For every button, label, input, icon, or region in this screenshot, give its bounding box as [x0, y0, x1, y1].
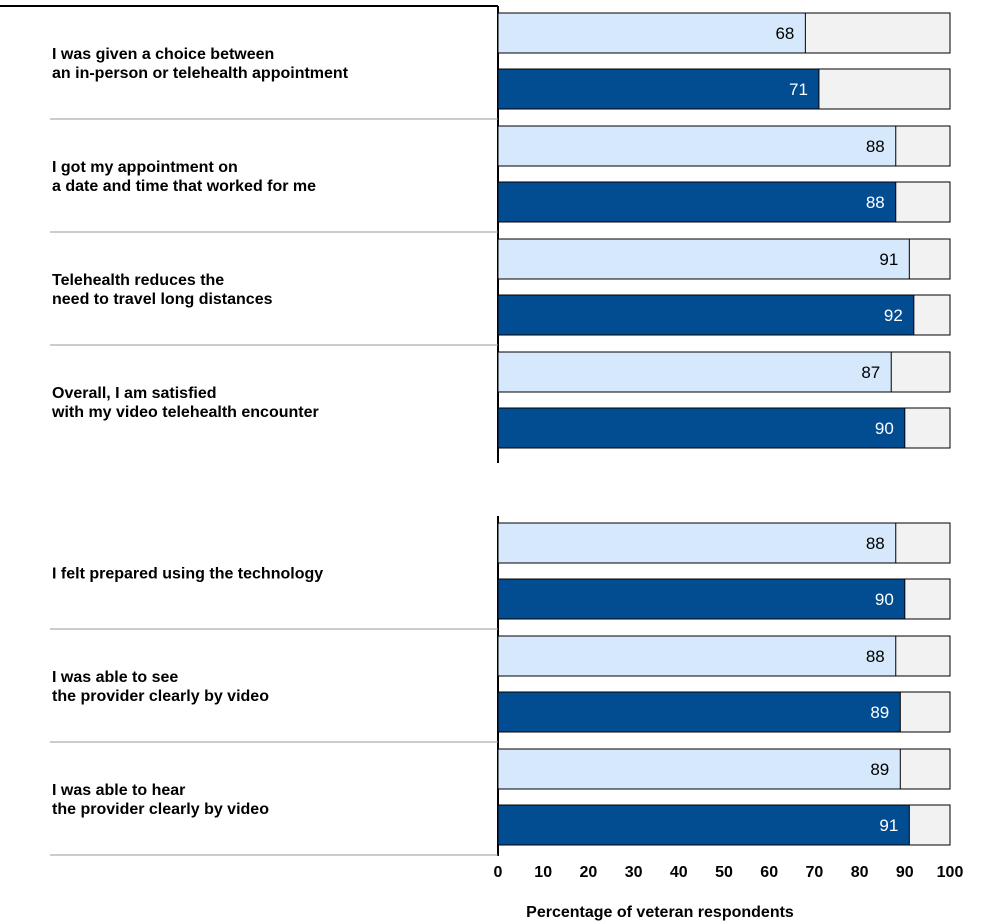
- bar-value-label: 88: [866, 534, 885, 553]
- x-axis-label: Percentage of veteran respondents: [526, 904, 794, 921]
- bar-dark: [497, 691, 901, 733]
- question-label: Overall, I am satisfied with my video tel…: [51, 385, 319, 421]
- bar-value-label: 71: [789, 80, 808, 99]
- question-label-line: the provider clearly by video: [52, 688, 269, 705]
- x-tick-label: 40: [670, 864, 688, 881]
- bar-dark: [497, 804, 910, 846]
- bar-value-label: 68: [775, 24, 794, 43]
- bar-light: [497, 238, 910, 280]
- bar-value-label: 90: [875, 419, 894, 438]
- bar-value-label: 88: [866, 193, 885, 212]
- bar-value-label: 92: [884, 306, 903, 325]
- question-label: I was able to hear the provider clearly b…: [52, 782, 269, 818]
- bar-value-label: 91: [879, 816, 898, 835]
- question-label-line: need to travel long distances: [52, 291, 273, 308]
- bar-value-label: 89: [870, 703, 889, 722]
- x-tick-label: 30: [625, 864, 643, 881]
- bar-light: [497, 351, 892, 393]
- question-label-line: Telehealth reduces the: [52, 272, 224, 289]
- bar-dark: [497, 294, 915, 336]
- question-label: I felt prepared using the technology: [52, 566, 323, 583]
- question-label-line: I was able to hear: [52, 782, 185, 799]
- question-label: I was able to see the provider clearly by…: [52, 669, 269, 705]
- bar-value-label: 87: [861, 363, 880, 382]
- x-tick-label: 0: [494, 864, 503, 881]
- question-label-line: the provider clearly by video: [52, 801, 269, 818]
- x-tick-label: 70: [806, 864, 824, 881]
- x-tick-label: 10: [534, 864, 552, 881]
- x-tick-label: 90: [896, 864, 914, 881]
- bar-light: [497, 748, 901, 790]
- bar-value-label: 89: [870, 760, 889, 779]
- x-tick-label: 80: [851, 864, 869, 881]
- question-label: I was given a choice between an in-person…: [52, 46, 349, 82]
- x-tick-label: 50: [715, 864, 733, 881]
- question-label-line: with my video telehealth encounter: [51, 404, 319, 421]
- question-label-line: an in-person or telehealth appointment: [52, 65, 349, 82]
- bar-dark: [497, 181, 897, 223]
- question-label: I got my appointment on a date and time t…: [52, 159, 316, 195]
- question-label: Telehealth reduces the need to travel lon…: [52, 272, 273, 308]
- bar-value-label: 91: [879, 250, 898, 269]
- x-tick-label: 20: [580, 864, 598, 881]
- bar-dark: [497, 68, 820, 110]
- question-label-line: a date and time that worked for me: [52, 178, 316, 195]
- question-label-line: I got my appointment on: [52, 159, 238, 176]
- bar-light: [497, 522, 897, 564]
- bar-light: [497, 12, 806, 54]
- bar-dark: [497, 578, 906, 620]
- question-label-line: I felt prepared using the technology: [52, 566, 323, 583]
- x-tick-label: 100: [937, 864, 964, 881]
- bar-light: [497, 125, 897, 167]
- x-tick-label: 60: [760, 864, 778, 881]
- bar-value-label: 88: [866, 137, 885, 156]
- bar-light: [497, 635, 897, 677]
- question-label-line: I was given a choice between: [52, 46, 274, 63]
- bar-dark: [497, 407, 906, 449]
- question-label-line: I was able to see: [52, 669, 178, 686]
- bar-value-label: 90: [875, 590, 894, 609]
- bar-value-label: 88: [866, 647, 885, 666]
- question-label-line: Overall, I am satisfied: [52, 385, 217, 402]
